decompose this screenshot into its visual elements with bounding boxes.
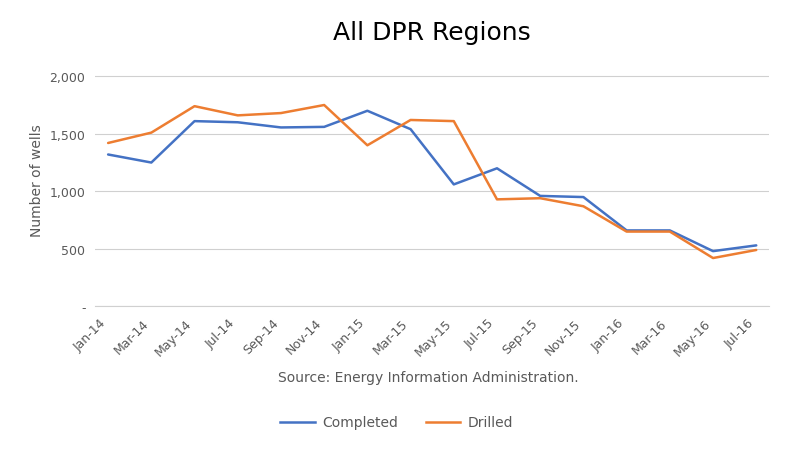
Completed — [492, 166, 502, 172]
Drilled — [147, 131, 156, 136]
Completed — [622, 228, 631, 234]
Completed — [276, 125, 285, 131]
Completed — [147, 161, 156, 166]
Drilled — [752, 248, 761, 253]
Text: Source: Energy Information Administration.: Source: Energy Information Administratio… — [278, 370, 579, 384]
Drilled — [492, 197, 502, 202]
Drilled — [622, 230, 631, 235]
Completed — [449, 182, 458, 188]
Completed — [579, 195, 588, 200]
Legend: Completed, Drilled: Completed, Drilled — [274, 410, 519, 435]
Completed — [362, 109, 372, 114]
Drilled — [406, 118, 416, 124]
Drilled — [190, 104, 199, 110]
Drilled — [449, 119, 458, 124]
Completed — [752, 243, 761, 249]
Drilled — [276, 111, 285, 116]
Completed — [665, 228, 675, 234]
Completed — [320, 125, 329, 130]
Drilled — [320, 103, 329, 109]
Completed — [190, 119, 199, 124]
Title: All DPR Regions: All DPR Regions — [333, 21, 531, 45]
Completed — [233, 120, 243, 126]
Drilled — [708, 256, 718, 261]
Drilled — [665, 230, 675, 235]
Completed — [103, 152, 113, 158]
Line: Drilled: Drilled — [108, 106, 757, 258]
Drilled — [579, 204, 588, 210]
Drilled — [233, 113, 243, 119]
Y-axis label: Number of wells: Number of wells — [30, 124, 44, 237]
Completed — [708, 249, 718, 254]
Completed — [406, 127, 416, 133]
Drilled — [103, 141, 113, 147]
Drilled — [362, 143, 372, 149]
Drilled — [535, 196, 545, 202]
Line: Completed: Completed — [108, 111, 757, 252]
Completed — [535, 194, 545, 199]
